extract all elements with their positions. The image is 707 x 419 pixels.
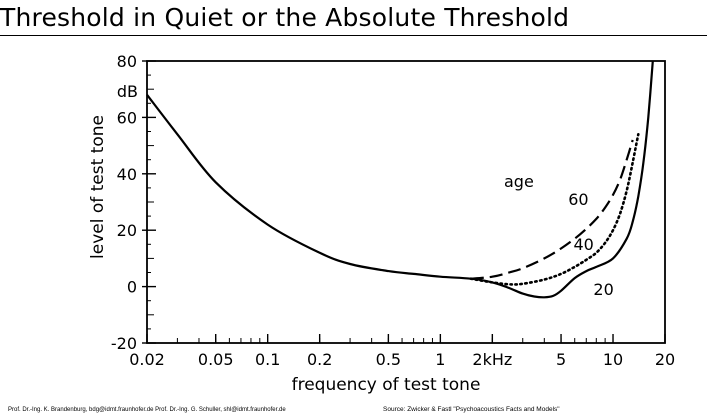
x-tick-label: 0.2 <box>307 350 332 369</box>
x-axis-ticks: 0.02 0.05 0.1 0.2 0.5 1 2kHz 5 10 20 <box>129 334 675 369</box>
x-tick-label: 0.05 <box>198 350 234 369</box>
footer-credits: Prof. Dr.-Ing. K. Brandenburg, bdg@idmt.… <box>8 407 286 413</box>
x-tick-label: 5 <box>556 350 566 369</box>
x-tick-label: 10 <box>603 350 623 369</box>
series-label-age-40: 40 <box>573 235 593 254</box>
y-tick-label: 60 <box>117 108 137 127</box>
y-axis-ticks: -20 0 20 40 60 80 <box>111 52 156 353</box>
x-tick-label: 0.1 <box>255 350 280 369</box>
x-tick-label: 1 <box>435 350 445 369</box>
y-axis-label: level of test tone <box>88 115 108 259</box>
y-tick-label: 20 <box>117 221 137 240</box>
series-label-age-60: 60 <box>568 190 588 209</box>
y-tick-label: 0 <box>127 278 137 297</box>
x-tick-label: 20 <box>655 350 675 369</box>
title-divider <box>0 35 707 36</box>
slide-title: Threshold in Quiet or the Absolute Thres… <box>0 3 570 32</box>
series-label-age-20: 20 <box>593 280 613 299</box>
footer-source: Source: Zwicker & Fastl "Psychoacoustics… <box>383 406 560 413</box>
y-tick-label: -20 <box>111 334 137 353</box>
y-unit-label: dB <box>117 82 138 101</box>
x-tick-label: 0.02 <box>129 350 165 369</box>
legend-title: age <box>504 172 534 191</box>
x-tick-label: 2kHz <box>472 350 512 369</box>
series-line-age-40 <box>469 133 640 286</box>
x-axis-label: frequency of test tone <box>292 375 481 395</box>
x-tick-label: 0.5 <box>376 350 401 369</box>
y-tick-label: 40 <box>117 165 137 184</box>
series-layer <box>146 60 654 299</box>
series-labels: 20 40 60 <box>568 190 614 299</box>
series-line-age-60 <box>470 139 634 280</box>
y-tick-label: 80 <box>117 52 137 71</box>
threshold-chart: 0.02 0.05 0.1 0.2 0.5 1 2kHz 5 10 20 -20 0 20 40 60 80… <box>88 52 675 395</box>
series-line-age-20 <box>146 60 654 299</box>
